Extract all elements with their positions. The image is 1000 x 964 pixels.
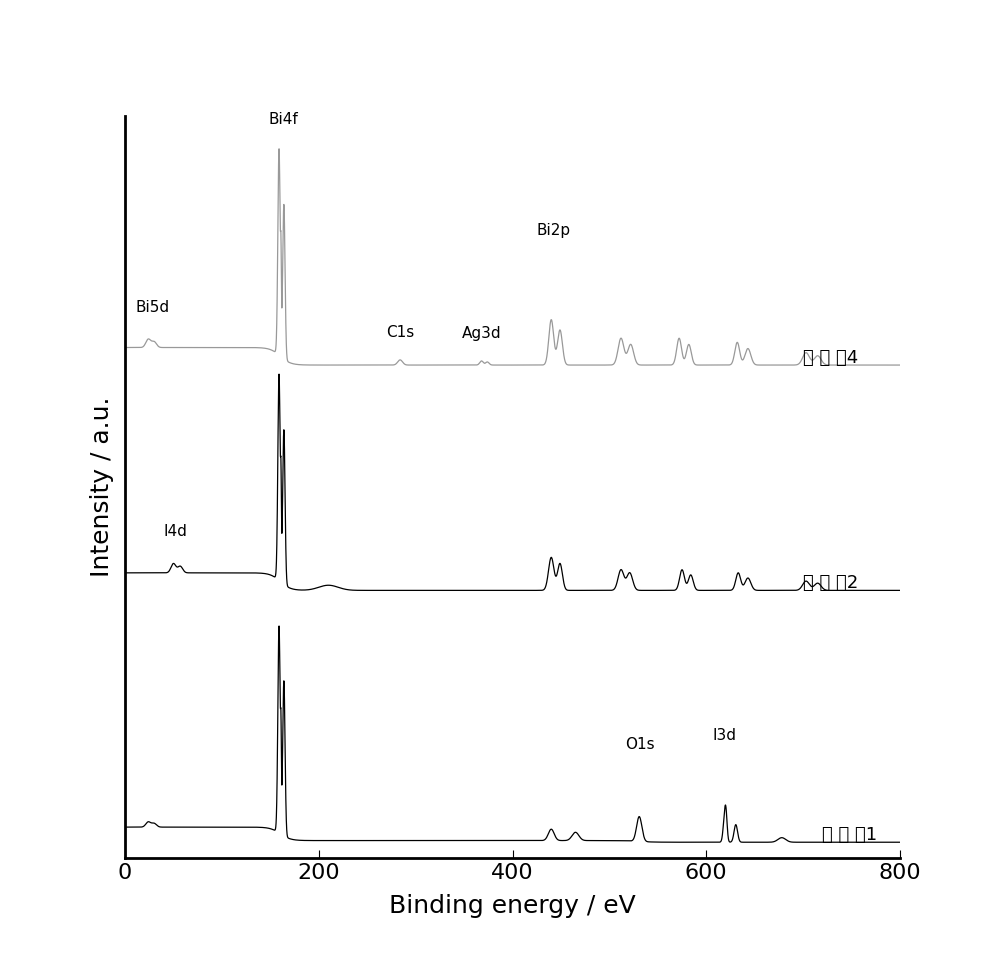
Text: Bi4f: Bi4f bbox=[268, 113, 298, 127]
Text: 实 施 例4: 实 施 例4 bbox=[803, 349, 858, 366]
Y-axis label: Intensity / a.u.: Intensity / a.u. bbox=[90, 396, 114, 577]
Text: 实 施 例2: 实 施 例2 bbox=[803, 574, 858, 592]
Text: I3d: I3d bbox=[713, 728, 737, 743]
Text: Bi2p: Bi2p bbox=[536, 224, 570, 238]
Text: Bi5d: Bi5d bbox=[135, 300, 169, 314]
Text: I4d: I4d bbox=[163, 523, 187, 539]
Text: Ag3d: Ag3d bbox=[462, 326, 501, 341]
Text: C1s: C1s bbox=[386, 325, 414, 340]
X-axis label: Binding energy / eV: Binding energy / eV bbox=[389, 894, 636, 918]
Text: 比 较 例1: 比 较 例1 bbox=[822, 826, 878, 844]
Text: O1s: O1s bbox=[626, 737, 655, 753]
